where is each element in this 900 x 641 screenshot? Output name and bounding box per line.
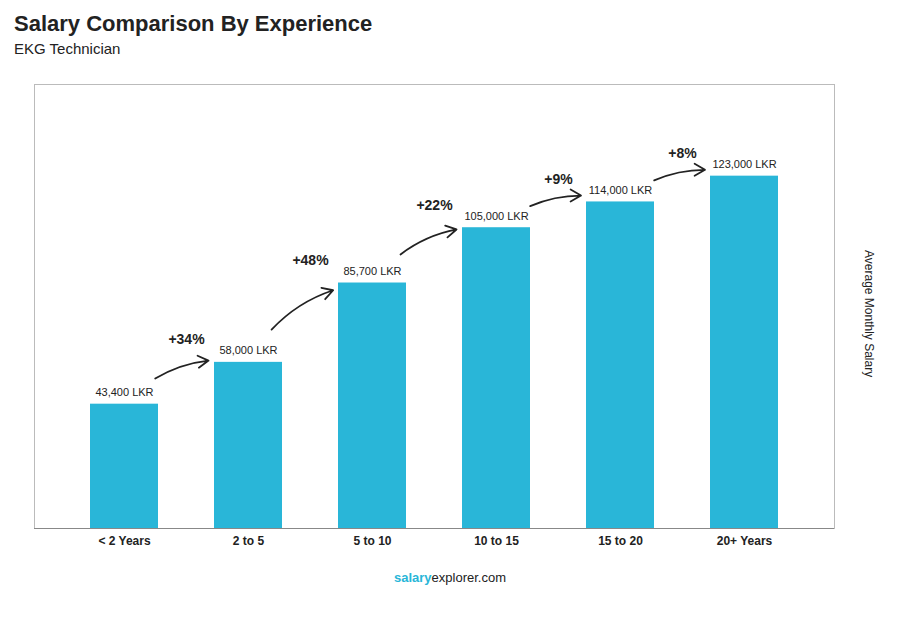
svg-text:+9%: +9% [544, 171, 573, 187]
svg-text:+34%: +34% [168, 331, 205, 347]
svg-text:10 to 15: 10 to 15 [474, 534, 519, 548]
svg-text:20+ Years: 20+ Years [717, 534, 773, 548]
svg-text:114,000 LKR: 114,000 LKR [589, 184, 652, 196]
svg-text:15 to 20: 15 to 20 [598, 534, 643, 548]
svg-text:123,000 LKR: 123,000 LKR [712, 158, 776, 170]
svg-text:+8%: +8% [668, 145, 697, 161]
svg-text:105,000 LKR: 105,000 LKR [464, 210, 528, 222]
svg-text:58,000 LKR: 58,000 LKR [219, 344, 277, 356]
svg-text:+22%: +22% [416, 197, 453, 213]
html-text:Average Monthly Salary: Average Monthly Salary [862, 250, 876, 378]
svg-text:2 to 5: 2 to 5 [233, 534, 265, 548]
svg-text:85,700 LKR: 85,700 LKR [343, 265, 401, 277]
html-text:Salary Comparison By Experienc: Salary Comparison By Experience [14, 11, 373, 36]
html-text:EKG Technician: EKG Technician [14, 40, 121, 57]
html-text:salary explorer.com: salary explorer.com [394, 570, 506, 585]
svg-text:< 2 Years: < 2 Years [98, 534, 150, 548]
svg-text:+48%: +48% [292, 252, 329, 268]
svg-text:5 to 10: 5 to 10 [353, 534, 391, 548]
svg-text:43,400 LKR: 43,400 LKR [95, 386, 153, 398]
